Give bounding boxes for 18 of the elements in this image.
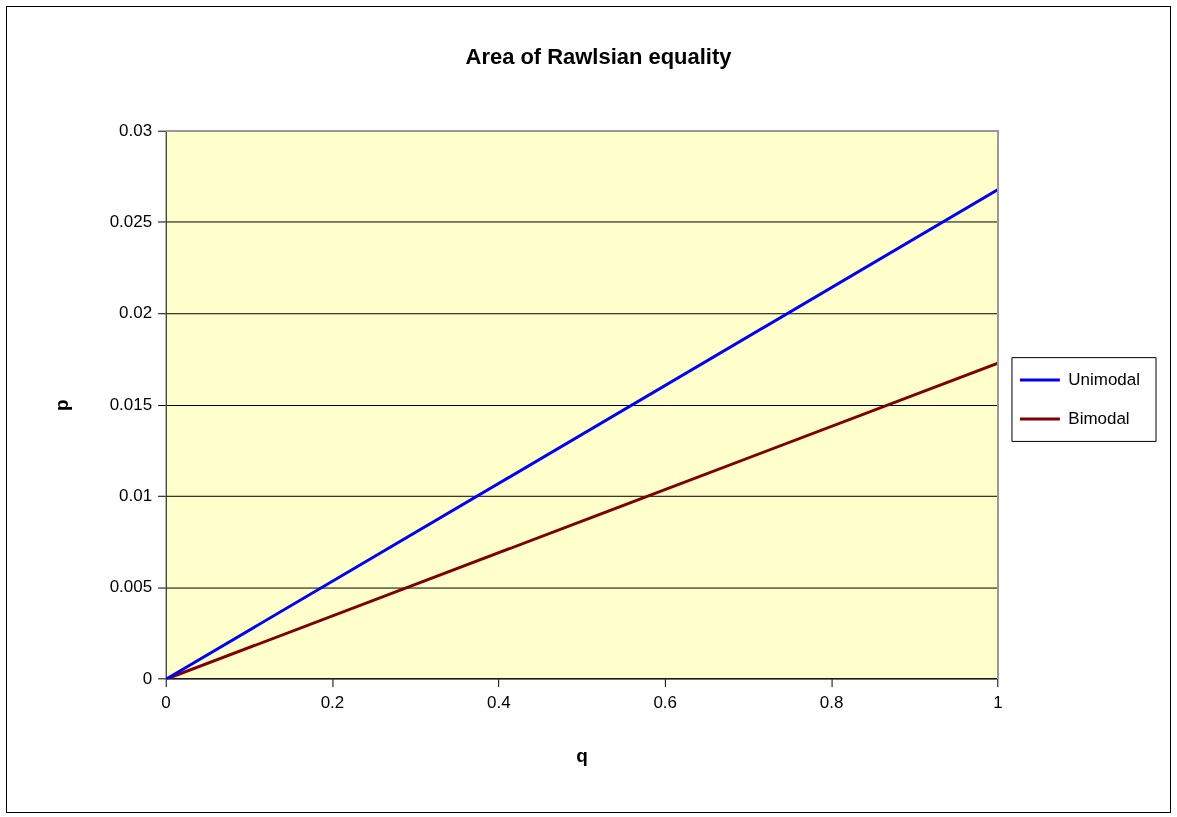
y-tick-label: 0.005 bbox=[109, 577, 153, 597]
chart-title: Area of Rawlsian equality bbox=[465, 44, 733, 70]
y-tick-label: 0.02 bbox=[119, 303, 153, 323]
y-tick-label: 0.025 bbox=[109, 212, 153, 232]
x-tick-label: 1 bbox=[993, 692, 1003, 712]
x-tick-label: 0.4 bbox=[487, 692, 511, 712]
x-axis-title: q bbox=[576, 744, 588, 766]
y-tick-label: 0.03 bbox=[119, 120, 153, 140]
y-tick-label: 0 bbox=[142, 668, 153, 688]
x-tick-label: 0.6 bbox=[653, 692, 678, 712]
y-tick-label: 0.015 bbox=[109, 394, 153, 414]
y-axis-title: p bbox=[50, 399, 72, 411]
legend-label: Unimodal bbox=[1068, 369, 1141, 389]
x-tick-label: 0.2 bbox=[320, 692, 345, 712]
y-tick-label: 0.01 bbox=[119, 486, 153, 506]
x-tick-label: 0.8 bbox=[819, 692, 844, 712]
legend-label: Bimodal bbox=[1068, 408, 1130, 428]
x-tick-label: 0 bbox=[161, 692, 171, 712]
